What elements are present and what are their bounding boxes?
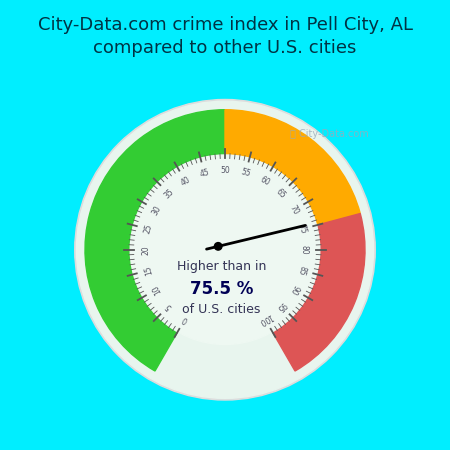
Text: 20: 20 xyxy=(141,245,150,255)
Text: 35: 35 xyxy=(162,187,176,200)
Text: 40: 40 xyxy=(179,175,192,187)
Text: 5: 5 xyxy=(164,301,174,311)
Text: 90: 90 xyxy=(288,283,300,296)
Text: 75: 75 xyxy=(296,223,307,235)
Text: Higher than in: Higher than in xyxy=(177,261,266,273)
Circle shape xyxy=(130,155,320,345)
Circle shape xyxy=(214,243,222,250)
Text: 10: 10 xyxy=(150,283,162,296)
Text: 95: 95 xyxy=(274,299,288,313)
Text: 30: 30 xyxy=(150,203,162,216)
Text: 60: 60 xyxy=(258,175,271,187)
Circle shape xyxy=(76,101,373,398)
Text: 55: 55 xyxy=(240,167,252,179)
Text: 70: 70 xyxy=(288,203,300,216)
Wedge shape xyxy=(225,110,360,226)
Text: 15: 15 xyxy=(143,265,154,276)
Text: of U.S. cities: of U.S. cities xyxy=(182,303,261,316)
Text: 25: 25 xyxy=(143,223,154,235)
Wedge shape xyxy=(271,213,365,371)
Text: 65: 65 xyxy=(274,187,288,200)
Text: 0: 0 xyxy=(181,313,189,324)
Wedge shape xyxy=(85,110,225,371)
Text: City-Data.com crime index in Pell City, AL
compared to other U.S. cities: City-Data.com crime index in Pell City, … xyxy=(37,16,413,57)
Text: 45: 45 xyxy=(198,167,210,179)
Text: 85: 85 xyxy=(296,265,307,276)
Text: 80: 80 xyxy=(300,245,309,255)
Circle shape xyxy=(75,99,375,400)
Text: ⓘ City-Data.com: ⓘ City-Data.com xyxy=(290,129,369,139)
Text: 50: 50 xyxy=(220,166,230,175)
Text: 75.5 %: 75.5 % xyxy=(190,280,253,298)
Text: 100: 100 xyxy=(256,311,273,326)
